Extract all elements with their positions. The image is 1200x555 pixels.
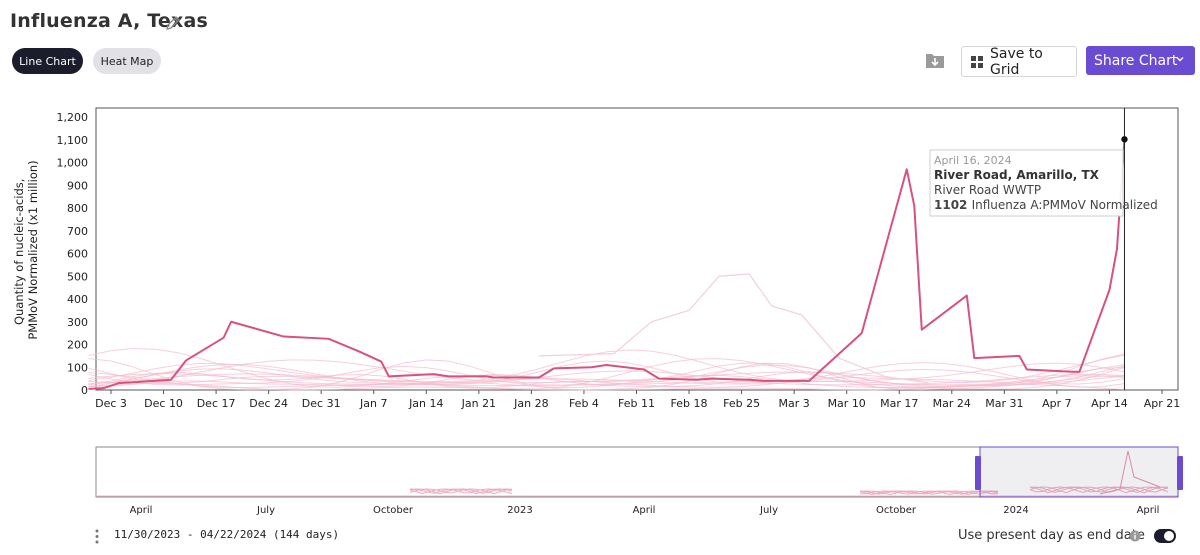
background-series-line (88, 370, 1125, 386)
tooltip-plant: River Road WWTP (934, 183, 1041, 197)
background-series-group (88, 273, 1125, 391)
x-tick-label: Feb 11 (618, 397, 655, 410)
edit-icon[interactable] (164, 14, 182, 32)
x-tick-label: Apr 21 (1144, 397, 1181, 410)
y-tick-label: 400 (67, 293, 88, 306)
share-chart-button[interactable]: Share Chart (1086, 46, 1195, 75)
tab-heat-map[interactable]: Heat Map (93, 48, 161, 74)
x-tick-label: Apr 14 (1091, 397, 1128, 410)
y-tick-label: 200 (67, 339, 88, 352)
x-tick-label: Jan 14 (408, 397, 443, 410)
y-tick-label: 900 (67, 179, 88, 192)
tooltip-box (929, 149, 1124, 217)
navigator-tick-label: 2023 (507, 505, 532, 516)
tooltip-value-line: 1102 Influenza A:PMMoV Normalized (934, 198, 1158, 212)
main-chart[interactable]: 0 100 200 300 400 500 600 700 800 900 1,000 1,100 1,… (50, 100, 1200, 420)
navigator-tick-label: October (373, 505, 414, 516)
download-icon[interactable] (924, 50, 946, 70)
y-axis-label-wrap: Quantity of nucleic-acids, PMMoV Normali… (0, 110, 46, 390)
navigator-tick-label: 2024 (1003, 505, 1028, 516)
share-chart-label: Share Chart (1094, 52, 1178, 69)
navigator-series-line (409, 488, 513, 495)
x-tick-label: Mar 17 (880, 397, 918, 410)
date-range-text: 11/30/2023 - 04/22/2024 (144 days) (114, 528, 340, 541)
x-tick-label: Mar 24 (933, 397, 971, 410)
save-to-grid-button[interactable]: Save to Grid (961, 45, 1077, 78)
navigator-series-line (859, 490, 999, 496)
x-tick-label: Feb 18 (671, 397, 708, 410)
x-tick-label: Jan 21 (461, 397, 496, 410)
background-series-line (88, 363, 1125, 385)
navigator-series-line (1029, 486, 1169, 494)
hover-point (1121, 136, 1128, 143)
kebab-icon[interactable] (95, 529, 99, 544)
y-tick-label: 1,200 (57, 111, 89, 124)
toggle-knob (1164, 531, 1174, 541)
y-tick-label: 0 (81, 384, 88, 397)
navigator-series-group (409, 450, 1169, 496)
navigator-series-line (409, 488, 513, 495)
x-tick-label: Dec 3 (95, 397, 127, 410)
x-tick-label: Feb 25 (723, 397, 760, 410)
y-tick-label: 300 (67, 316, 88, 329)
navigator-tick-label: April (1137, 505, 1160, 516)
tooltip-site: River Road, Amarillo, TX (934, 168, 1100, 182)
tooltip-value: 1102 (934, 198, 972, 212)
x-tick-label: Dec 10 (144, 397, 183, 410)
tooltip-metric: Influenza A:PMMoV Normalized (972, 198, 1158, 212)
x-tick-label: Mar 10 (828, 397, 866, 410)
y-tick-label: 500 (67, 270, 88, 283)
navigator-selection (979, 446, 1179, 498)
x-tick-label: Mar 3 (779, 397, 810, 410)
y-axis-label-line2: PMMoV Normalized (x1 million) (26, 160, 40, 339)
navigator-tick-label: July (256, 505, 275, 516)
x-tick-label: Jan 7 (359, 397, 387, 410)
navigator-series-line (859, 490, 999, 495)
y-tick-label: 800 (67, 202, 88, 215)
x-tick-label: Dec 31 (302, 397, 341, 410)
background-series-line (88, 358, 1125, 391)
chevron-down-icon (1176, 57, 1184, 62)
y-axis-label-line1: Quantity of nucleic-acids, (12, 179, 26, 325)
y-tick-label: 100 (67, 361, 88, 374)
background-series-line (538, 273, 930, 384)
highlighted-series-line (88, 139, 1126, 390)
x-tick-label: Apr 7 (1042, 397, 1072, 410)
x-tick-label: Jan 28 (513, 397, 548, 410)
navigator-tick-label: April (130, 505, 153, 516)
present-day-toggle[interactable] (1154, 529, 1176, 543)
navigator-series-line (1099, 450, 1161, 495)
navigator-tick-label: July (759, 505, 778, 516)
navigator-handle-right (1177, 456, 1183, 490)
y-tick-label: 600 (67, 248, 88, 261)
save-to-grid-label: Save to Grid (990, 45, 1043, 78)
present-day-label: Use present day as end date (958, 528, 1145, 543)
navigator-tick-label: October (876, 505, 917, 516)
x-tick-label: Dec 24 (249, 397, 288, 410)
background-series-line (88, 373, 1125, 387)
navigator-handle-left (975, 456, 981, 490)
background-series-line (88, 348, 1125, 388)
info-icon[interactable] (1129, 530, 1141, 542)
navigator-chart[interactable]: April July October 2023 April July October 2024… (90, 440, 1190, 525)
navigator-tick-label: April (633, 505, 656, 516)
background-series-line (88, 349, 1125, 383)
y-axis-label: Quantity of nucleic-acids, PMMoV Normali… (12, 160, 40, 339)
tooltip-date: April 16, 2024 (934, 154, 1012, 167)
x-tick-label: Mar 31 (985, 397, 1023, 410)
y-tick-label: 1,000 (57, 157, 89, 170)
x-tick-label: Dec 17 (197, 397, 236, 410)
background-series-line (88, 364, 1125, 386)
tab-line-chart[interactable]: Line Chart (12, 48, 83, 74)
grid-icon (971, 55, 983, 68)
x-tick-label: Feb 4 (569, 397, 599, 410)
y-tick-label: 700 (67, 225, 88, 238)
y-tick-label: 1,100 (57, 134, 89, 147)
navigator-series-line (1029, 486, 1169, 494)
chart-title: Influenza A, Texas (10, 10, 209, 32)
